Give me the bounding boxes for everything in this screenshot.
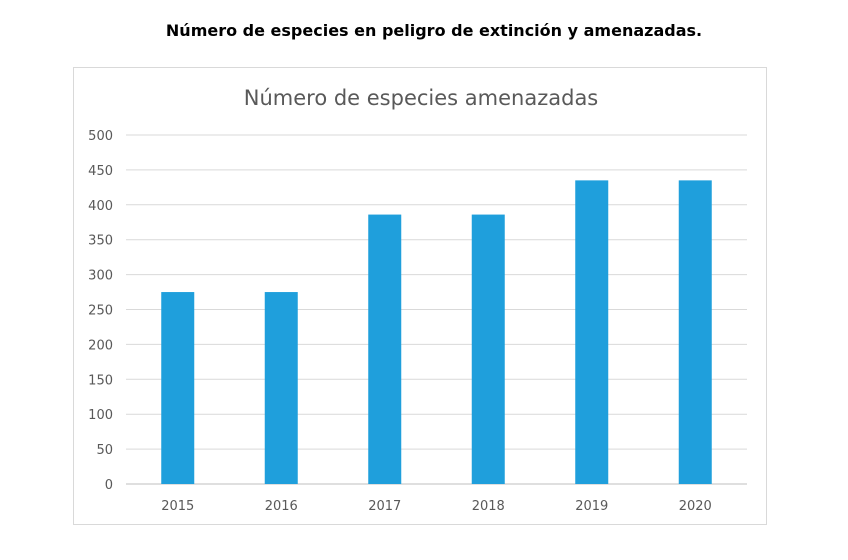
bar-2018 bbox=[471, 214, 505, 484]
x-tick-label: 2016 bbox=[265, 499, 298, 514]
y-tick-label: 150 bbox=[88, 373, 113, 388]
y-tick-label: 100 bbox=[88, 408, 113, 423]
y-tick-label: 500 bbox=[88, 129, 113, 144]
page-heading: Número de especies en peligro de extinci… bbox=[165, 21, 703, 40]
x-tick-label: 2019 bbox=[575, 499, 608, 514]
gridlines bbox=[126, 134, 747, 485]
bar-2020 bbox=[678, 180, 712, 484]
bars bbox=[161, 180, 712, 484]
bar-2017 bbox=[368, 214, 402, 484]
y-tick-label: 450 bbox=[88, 164, 113, 179]
y-tick-label: 300 bbox=[88, 269, 113, 284]
y-tick-label: 50 bbox=[96, 443, 113, 458]
chart-title: Número de especies amenazadas bbox=[244, 86, 599, 110]
bar-chart: Número de especies amenazadas 0 50 100 150 2… bbox=[88, 86, 747, 514]
x-axis-ticks: 2015 2016 2017 2018 2019 2020 bbox=[161, 499, 712, 514]
y-tick-label: 200 bbox=[88, 338, 113, 353]
x-tick-label: 2017 bbox=[368, 499, 401, 514]
y-tick-label: 400 bbox=[88, 199, 113, 214]
y-tick-label: 0 bbox=[105, 478, 113, 493]
bar-2016 bbox=[264, 292, 298, 484]
bar-2015 bbox=[161, 292, 195, 484]
x-tick-label: 2020 bbox=[679, 499, 712, 514]
x-tick-label: 2015 bbox=[161, 499, 194, 514]
bar-2019 bbox=[575, 180, 609, 484]
y-tick-label: 250 bbox=[88, 304, 113, 319]
x-tick-label: 2018 bbox=[472, 499, 505, 514]
chart-frame: Número de especies amenazadas 0 50 100 150 2… bbox=[73, 67, 767, 525]
y-tick-label: 350 bbox=[88, 234, 113, 249]
y-axis-ticks: 0 50 100 150 200 250 300 350 400 450 500 bbox=[88, 129, 113, 493]
